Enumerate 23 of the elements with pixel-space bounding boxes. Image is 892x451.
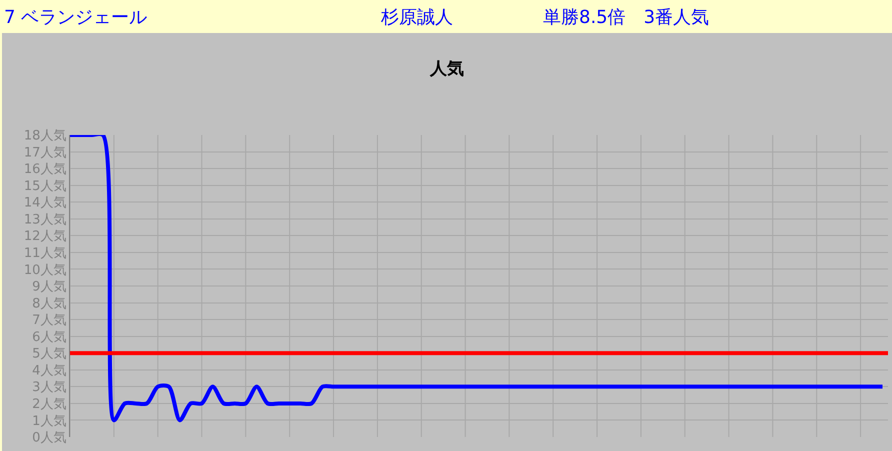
- y-tick-label: 6人気: [32, 330, 66, 345]
- y-tick-label: 10人気: [24, 262, 66, 278]
- y-tick-label: 2人気: [32, 396, 66, 412]
- y-tick-label: 15人気: [24, 178, 66, 194]
- y-tick-label: 9人気: [32, 280, 66, 295]
- y-tick-label: 12人気: [24, 229, 66, 244]
- text: 杉原誠人: [381, 6, 453, 29]
- y-tick-label: 17人気: [24, 145, 66, 160]
- y-tick-label: 8人気: [32, 296, 66, 312]
- y-tick-label: 16人気: [24, 162, 66, 178]
- y-tick-label: 4人気: [32, 363, 66, 378]
- y-tick-label: 7人気: [32, 313, 66, 328]
- text: 単勝8.5倍 3番人気: [543, 6, 710, 29]
- text: 7 ベランジェール: [4, 6, 148, 29]
- chart-title: 人気: [429, 59, 464, 80]
- y-tick-label: 14人気: [24, 196, 66, 211]
- y-tick-label: 1人気: [32, 414, 66, 429]
- y-tick-label: 0人気: [32, 430, 66, 446]
- y-tick-label: 3人気: [32, 380, 66, 396]
- y-tick-label: 11人気: [24, 246, 66, 261]
- y-tick-label: 13人気: [24, 212, 66, 228]
- y-tick-label: 5人気: [32, 346, 66, 362]
- y-tick-label: 18人気: [24, 128, 66, 144]
